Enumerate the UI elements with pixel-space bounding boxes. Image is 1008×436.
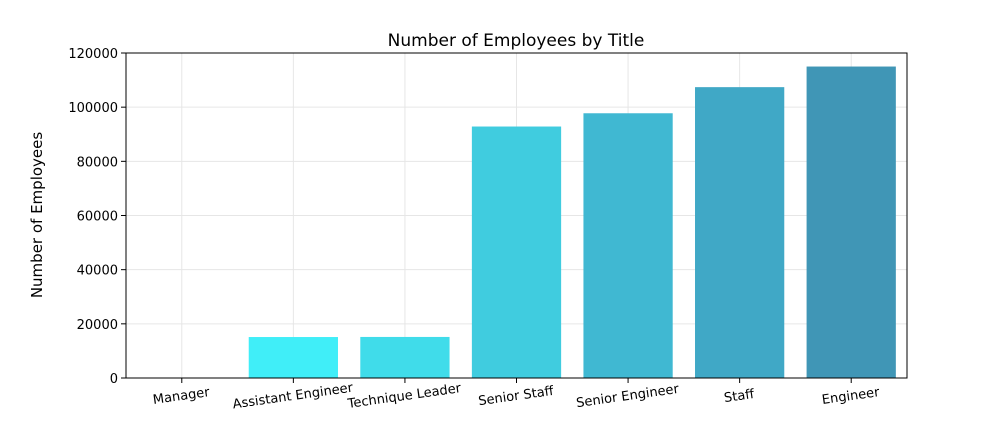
y-tick-label: 40000 <box>77 264 118 279</box>
y-tick-label: 20000 <box>77 318 118 333</box>
bar-engineer <box>807 67 896 378</box>
y-tick-label: 120000 <box>68 47 118 62</box>
x-tick-label: Senior Staff <box>477 384 555 410</box>
y-tick-label: 0 <box>110 372 118 387</box>
y-axis-ticks: 0 20000 40000 60000 80000 100000 120000 <box>68 47 126 387</box>
x-tick-label: Manager <box>152 385 211 408</box>
y-axis-label: Number of Employees <box>28 132 46 299</box>
bar-senior-staff <box>472 127 561 378</box>
y-tick-label: 60000 <box>77 210 118 225</box>
x-tick-label: Senior Engineer <box>575 382 680 411</box>
y-tick-label: 100000 <box>68 101 118 116</box>
bar-assistant-engineer <box>249 337 338 378</box>
x-tick-label: Technique Leader <box>346 381 463 412</box>
chart-title: Number of Employees by Title <box>388 31 645 51</box>
bar-staff <box>695 87 784 378</box>
x-tick-label: Staff <box>723 387 756 406</box>
x-tick-label: Engineer <box>821 385 881 408</box>
y-tick-label: 80000 <box>77 155 118 170</box>
x-tick-label: Assistant Engineer <box>232 381 355 413</box>
bar-technique-leader <box>360 337 449 378</box>
bar-senior-engineer <box>583 113 672 378</box>
